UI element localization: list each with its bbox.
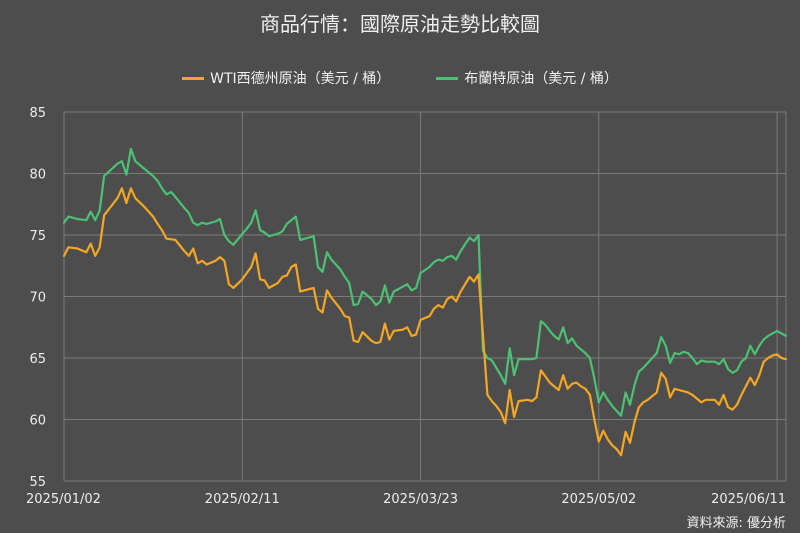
- x-axis-ticks: 2025/01/02 2025/02/11 2025/03/23 2025/05/02…: [26, 492, 786, 507]
- x-tick-label: 2025/05/02: [561, 492, 636, 507]
- legend-swatch-wti: [182, 76, 205, 80]
- x-tick-label: 2025/06/11: [711, 492, 786, 507]
- y-tick-label: 70: [29, 291, 46, 306]
- y-tick-label: 85: [29, 106, 46, 121]
- y-tick-label: 55: [29, 475, 46, 490]
- y-tick-label: 65: [29, 352, 46, 367]
- legend-swatch-brent: [436, 76, 459, 80]
- grid-lines: [63, 111, 787, 482]
- series-line-brent: [62, 147, 788, 417]
- chart-legend: WTI西德州原油（美元 / 桶） 布蘭特原油（美元 / 桶）: [0, 68, 800, 88]
- chart-title: 商品行情：國際原油走勢比較圖: [260, 12, 540, 36]
- legend-item-wti: WTI西德州原油（美元 / 桶）: [182, 68, 390, 88]
- y-tick-label: 60: [29, 414, 46, 429]
- x-tick-label: 2025/01/02: [26, 492, 101, 507]
- x-tick-label: 2025/03/23: [383, 492, 458, 507]
- legend-label-brent: 布蘭特原油（美元 / 桶）: [464, 71, 618, 87]
- x-tick-label: 2025/02/11: [205, 492, 280, 507]
- y-tick-label: 80: [29, 168, 46, 183]
- legend-label-wti: WTI西德州原油（美元 / 桶）: [210, 71, 391, 87]
- series-lines: [62, 147, 788, 457]
- y-tick-label: 75: [29, 229, 46, 244]
- legend-item-brent: 布蘭特原油（美元 / 桶）: [436, 68, 618, 88]
- source-note: 資料來源: 優分析: [686, 516, 786, 531]
- series-line-wti: [62, 187, 788, 457]
- y-axis-ticks: 55 60 65 70 75 80 85: [29, 106, 46, 490]
